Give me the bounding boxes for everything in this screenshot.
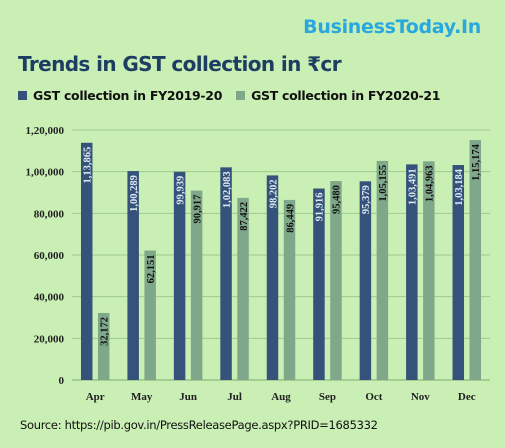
bar-fy2019-20: [80, 142, 93, 380]
x-tick-label: Apr: [86, 391, 105, 403]
bar-fy2019-20: [266, 175, 279, 380]
y-tick-label: 1,00,000: [26, 167, 65, 179]
bar-fy2020-21: [97, 312, 110, 380]
bar-fy2020-21: [330, 181, 342, 380]
data-label: 1,03,491: [408, 168, 419, 205]
legend-swatch-fy2020-21: [236, 91, 246, 100]
y-tick-label: 60,000: [34, 250, 65, 262]
x-tick-label: Aug: [271, 391, 291, 403]
bar-fy2019-20: [406, 164, 418, 380]
data-label: 1,15,174: [471, 143, 482, 181]
x-tick-label: Oct: [365, 391, 382, 403]
x-tick-label: Sep: [319, 391, 336, 403]
bar-fy2019-20: [359, 181, 372, 380]
data-label: 62,151: [146, 255, 157, 284]
data-label: 86,449: [285, 204, 296, 233]
chart-area: 0 20,000 40,000 60,000 80,000 1,00,000 1,20,00…: [0, 112, 505, 412]
bar-fy2020-21: [144, 250, 156, 380]
data-label: 1,04,963: [425, 165, 436, 202]
brand-logo: BusinessToday.In: [303, 16, 481, 38]
bar-fy2020-21: [190, 190, 203, 380]
chart-legend: GST collection in FY2019-20 GST collecti…: [18, 88, 440, 103]
x-tick-label: Jun: [179, 391, 197, 403]
legend-swatch-fy2019-20: [18, 91, 27, 100]
data-label: 1,05,155: [378, 165, 389, 202]
y-tick-label: 20,000: [34, 333, 65, 345]
data-label: 1,02,083: [222, 171, 233, 208]
legend-label-fy2019-20: GST collection in FY2019-20: [33, 88, 223, 103]
legend-label-fy2020-21: GST collection in FY2020-21: [251, 88, 441, 103]
bar-fy2020-21: [283, 199, 296, 380]
bar-fy2019-20: [313, 188, 325, 380]
data-label: 98,202: [268, 179, 279, 208]
y-tick-label: 1,20,000: [26, 125, 65, 137]
data-label: 95,379: [361, 185, 372, 214]
data-label: 95,480: [332, 185, 343, 214]
y-tick-label: 0: [59, 375, 65, 387]
legend-item-fy2020-21: GST collection in FY2020-21: [236, 88, 440, 103]
data-label: 87,422: [239, 202, 250, 231]
data-label: 1,13,865: [83, 147, 94, 184]
data-label: 99,939: [175, 176, 186, 205]
bar-chart: 0 20,000 40,000 60,000 80,000 1,00,000 1,20,00…: [26, 125, 490, 403]
bar-fy2020-21: [376, 160, 389, 380]
bar-fy2019-20: [452, 165, 465, 380]
x-tick-label: Nov: [411, 391, 430, 403]
data-label: 32,172: [100, 317, 111, 346]
bar-fy2020-21: [237, 197, 249, 380]
bar-fy2020-21: [423, 161, 435, 380]
bar-fy2019-20: [173, 171, 186, 380]
data-label: 91,916: [315, 193, 326, 222]
bar-fy2019-20: [127, 171, 139, 380]
y-tick-label: 80,000: [34, 208, 65, 220]
source-note: Source: https://pib.gov.in/PressReleaseP…: [20, 418, 378, 432]
x-tick-label: Jul: [227, 391, 242, 403]
bar-fy2020-21: [469, 140, 482, 380]
bar-fy2019-20: [220, 167, 232, 380]
y-tick-label: 40,000: [34, 292, 65, 304]
x-tick-label: May: [131, 391, 153, 403]
data-label: 1,03,184: [454, 168, 465, 206]
legend-item-fy2019-20: GST collection in FY2019-20: [18, 88, 222, 103]
data-label: 1,00,289: [129, 175, 140, 212]
chart-title: Trends in GST collection in ₹cr: [18, 52, 342, 76]
x-tick-label: Dec: [458, 391, 476, 403]
data-label: 90,917: [192, 195, 203, 224]
